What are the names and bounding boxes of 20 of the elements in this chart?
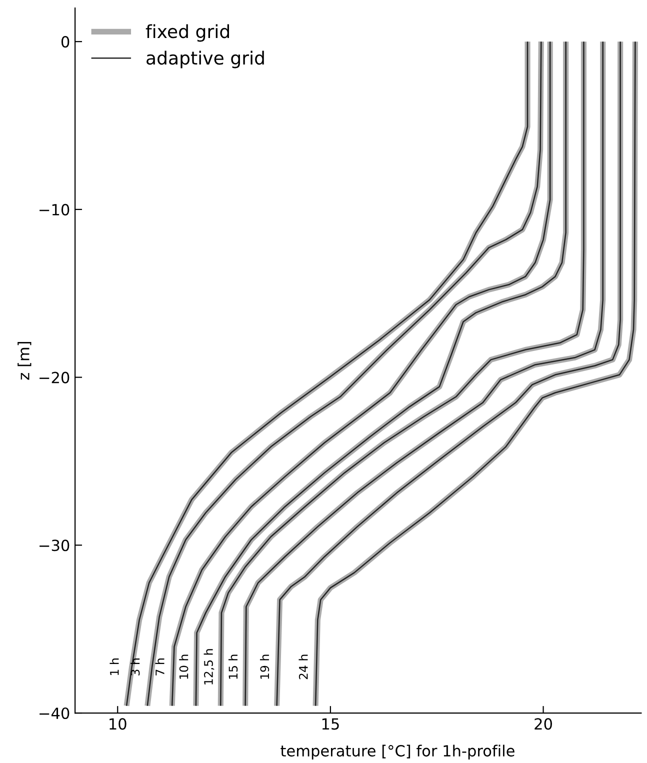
y-tick-label: −10 (40, 204, 70, 216)
y-tick-label: 0 (61, 36, 70, 48)
annotation: 15 h (228, 654, 238, 679)
legend-label: fixed grid (146, 24, 229, 42)
annotation: 19 h (260, 654, 270, 679)
y-tick-label: −30 (40, 540, 70, 552)
annotation: 24 h (298, 654, 308, 680)
y-tick-label: −40 (40, 707, 70, 720)
annotation: 10 h (179, 654, 188, 679)
x-tick-label: 20 (534, 718, 552, 730)
x-axis-title: temperature [°C] for 1h-profile (280, 744, 514, 760)
y-axis-title: z [m] (18, 342, 32, 380)
annotation: 7 h (155, 658, 164, 676)
x-tick-label: 15 (322, 718, 339, 730)
annotation: 1 h (110, 658, 119, 675)
y-tick-label: −20 (40, 372, 70, 384)
annotation: 3 h (130, 658, 140, 676)
annotation: 12,5 h (204, 649, 214, 684)
x-tick-label: 10 (110, 718, 126, 730)
legend-label: adaptive grid (146, 50, 264, 68)
